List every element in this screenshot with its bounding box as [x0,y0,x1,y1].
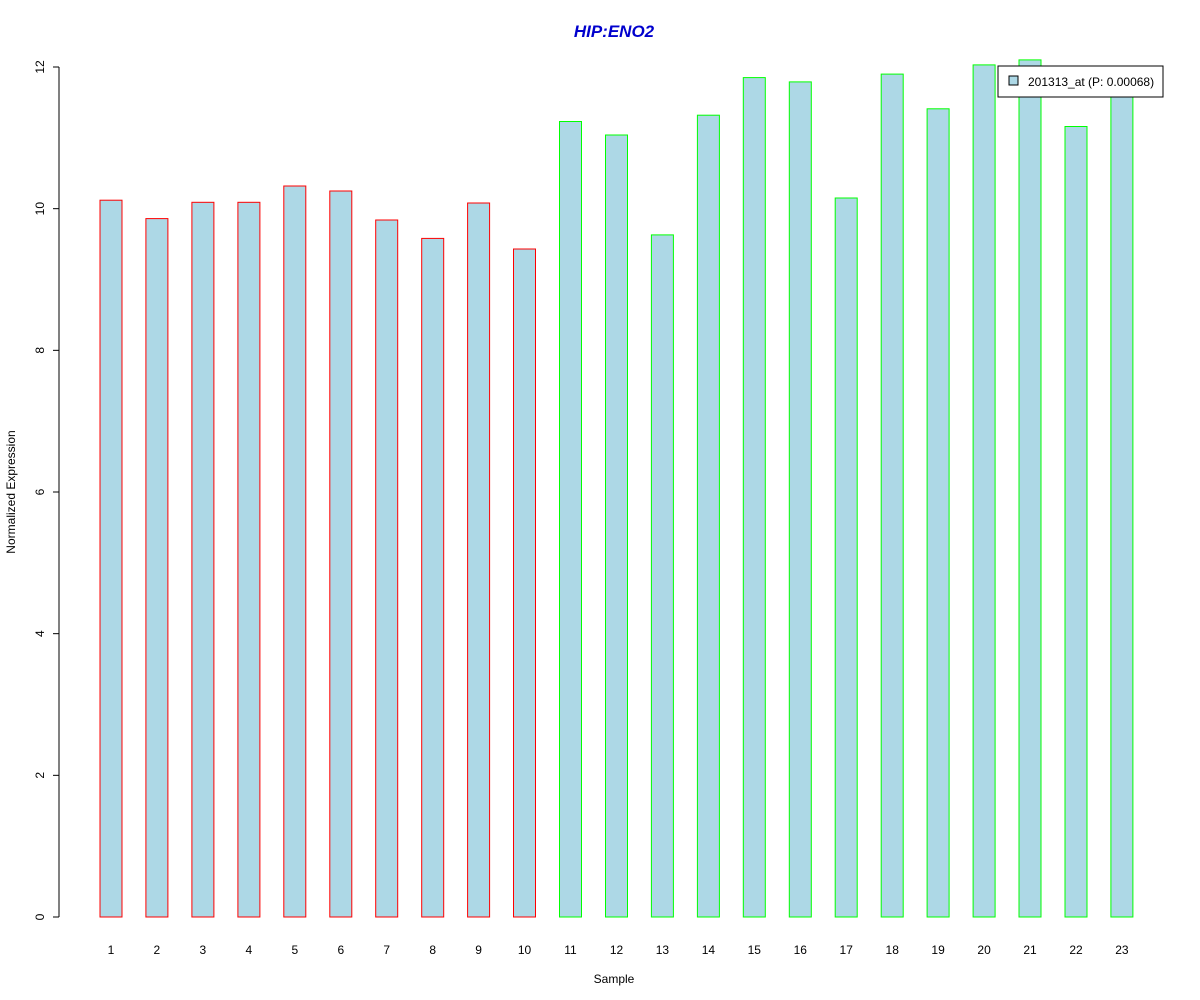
bar-sample-7 [375,219,399,918]
x-tick-label: 8 [429,943,436,957]
x-tick-label: 19 [931,943,945,957]
x-tick-labels: 1 2 3 4 5 6 7 8 9 10 11 12 13 14 15 16 17 18 19 20 21 22 23 [108,943,1129,957]
x-tick-label: 20 [977,943,991,957]
x-tick-label: 7 [383,943,390,957]
x-tick-label: 23 [1115,943,1129,957]
bar-sample-14 [696,114,720,918]
legend-box [997,65,1164,98]
x-tick-label: 17 [840,943,854,957]
bar-sample-12 [605,134,628,918]
bar-sample-16 [788,81,812,918]
y-tick-label: 6 [33,488,47,495]
x-tick-label: 10 [518,943,532,957]
x-tick-label: 2 [154,943,161,957]
bar-sample-22 [1064,126,1088,918]
y-tick-label: 2 [33,772,47,779]
bar-sample-3 [191,201,215,918]
y-tick-label: 0 [33,913,47,920]
y-tick-label: 12 [33,60,47,74]
x-tick-label: 6 [337,943,344,957]
x-axis-label: Sample [594,972,635,986]
y-tick-label: 10 [33,202,47,216]
x-tick-label: 15 [748,943,762,957]
bar-sample-10 [513,248,536,918]
x-tick-label: 13 [656,943,670,957]
x-tick-label: 21 [1023,943,1037,957]
bar-sample-13 [650,234,674,918]
x-tick-label: 1 [108,943,115,957]
bar-sample-21 [1018,59,1042,918]
bar-sample-15 [742,77,766,918]
bar-sample-9 [467,202,491,918]
y-axis-label: Normalized Expression [4,430,18,553]
chart-title: HIP:ENO2 [574,22,655,41]
bar-sample-19 [926,108,950,918]
x-tick-label: 9 [475,943,482,957]
bar-sample-17 [834,197,858,918]
bar-sample-23 [1110,92,1134,918]
legend-swatch [1008,75,1019,86]
y-tick-label: 8 [33,347,47,354]
legend-entry-label: 201313_at (P: 0.00068) [1028,75,1154,89]
bar-sample-2 [145,218,169,918]
bar-sample-8 [421,237,445,918]
bar-sample-1 [99,199,123,918]
legend: 201313_at (P: 0.00068) [997,65,1164,98]
bar-sample-4 [237,201,261,918]
y-axis: 0 2 4 6 8 10 12 [33,60,60,920]
x-tick-label: 12 [610,943,624,957]
x-tick-label: 11 [564,943,577,957]
x-tick-label: 22 [1069,943,1083,957]
bar-sample-18 [880,73,904,918]
bar-sample-20 [972,64,996,918]
x-tick-label: 16 [794,943,808,957]
bar-sample-6 [329,190,353,918]
bar-sample-11 [559,121,582,918]
x-tick-label: 14 [702,943,716,957]
x-tick-label: 5 [291,943,298,957]
bars-group [99,59,1134,918]
y-tick-label: 4 [33,630,47,637]
bar-sample-5 [283,185,307,918]
x-tick-label: 4 [246,943,253,957]
x-tick-label: 18 [886,943,900,957]
x-tick-label: 3 [200,943,207,957]
